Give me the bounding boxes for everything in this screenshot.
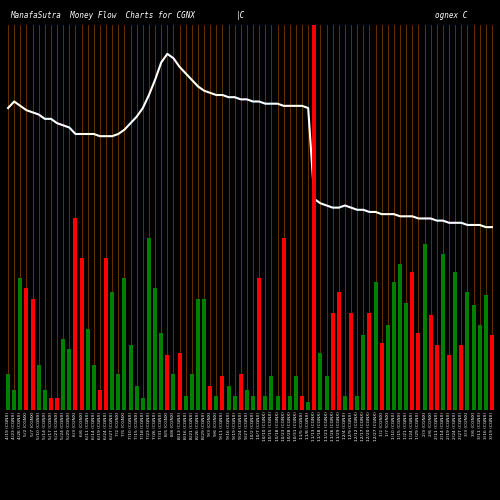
Bar xyxy=(61,339,65,410)
Bar xyxy=(484,294,488,410)
Bar xyxy=(380,343,384,410)
Bar xyxy=(128,345,132,410)
Bar xyxy=(153,288,157,410)
Bar xyxy=(166,356,170,410)
Bar xyxy=(12,390,16,410)
Bar xyxy=(288,396,292,410)
Bar xyxy=(337,292,341,410)
Bar xyxy=(208,386,212,410)
Bar xyxy=(478,325,482,410)
Bar xyxy=(441,254,445,410)
Bar xyxy=(80,258,84,410)
Bar xyxy=(318,354,322,410)
Bar xyxy=(362,335,366,410)
Bar xyxy=(386,325,390,410)
Bar xyxy=(466,292,469,410)
Bar xyxy=(220,376,224,410)
Bar xyxy=(472,304,476,410)
Bar xyxy=(428,315,432,410)
Bar xyxy=(190,374,194,410)
Bar xyxy=(368,312,372,410)
Bar xyxy=(330,312,334,410)
Bar xyxy=(74,218,78,410)
Bar xyxy=(324,376,328,410)
Bar xyxy=(374,282,378,410)
Bar xyxy=(49,398,53,410)
Bar xyxy=(141,398,145,410)
Text: |C: |C xyxy=(235,11,244,20)
Bar xyxy=(214,396,218,410)
Bar xyxy=(245,390,249,410)
Bar xyxy=(178,354,182,410)
Bar xyxy=(294,376,298,410)
Bar xyxy=(134,386,138,410)
Bar xyxy=(392,282,396,410)
Bar xyxy=(460,345,464,410)
Bar xyxy=(92,366,96,410)
Bar xyxy=(276,396,280,410)
Bar xyxy=(159,333,163,410)
Bar xyxy=(239,374,243,410)
Bar xyxy=(232,396,236,410)
Text: ManafaSutra  Money Flow  Charts for CGNX: ManafaSutra Money Flow Charts for CGNX xyxy=(10,11,195,20)
Bar xyxy=(257,278,261,410)
Bar xyxy=(24,288,28,410)
Bar xyxy=(435,345,439,410)
Bar xyxy=(251,396,255,410)
Bar xyxy=(416,333,420,410)
Bar xyxy=(196,298,200,410)
Text: ognex C: ognex C xyxy=(435,11,468,20)
Bar xyxy=(172,374,175,410)
Bar xyxy=(110,292,114,410)
Bar xyxy=(226,386,230,410)
Bar xyxy=(306,402,310,410)
Bar xyxy=(349,312,353,410)
Bar xyxy=(202,298,206,410)
Bar xyxy=(422,244,426,410)
Bar xyxy=(55,398,59,410)
Bar xyxy=(68,349,71,410)
Bar xyxy=(300,396,304,410)
Bar xyxy=(447,356,451,410)
Bar xyxy=(398,264,402,410)
Bar xyxy=(490,335,494,410)
Bar xyxy=(147,238,151,410)
Bar xyxy=(18,278,22,410)
Bar xyxy=(6,374,10,410)
Bar xyxy=(404,302,408,410)
Bar xyxy=(410,272,414,410)
Bar xyxy=(30,298,34,410)
Bar xyxy=(184,396,188,410)
Bar xyxy=(264,396,268,410)
Bar xyxy=(43,390,47,410)
Bar xyxy=(122,278,126,410)
Bar xyxy=(355,396,359,410)
Bar xyxy=(98,390,102,410)
Bar xyxy=(116,374,120,410)
Bar xyxy=(312,278,316,410)
Bar xyxy=(343,396,347,410)
Bar xyxy=(453,272,457,410)
Bar xyxy=(270,376,274,410)
Bar xyxy=(104,258,108,410)
Bar xyxy=(282,238,286,410)
Bar xyxy=(86,329,89,410)
Bar xyxy=(36,366,40,410)
